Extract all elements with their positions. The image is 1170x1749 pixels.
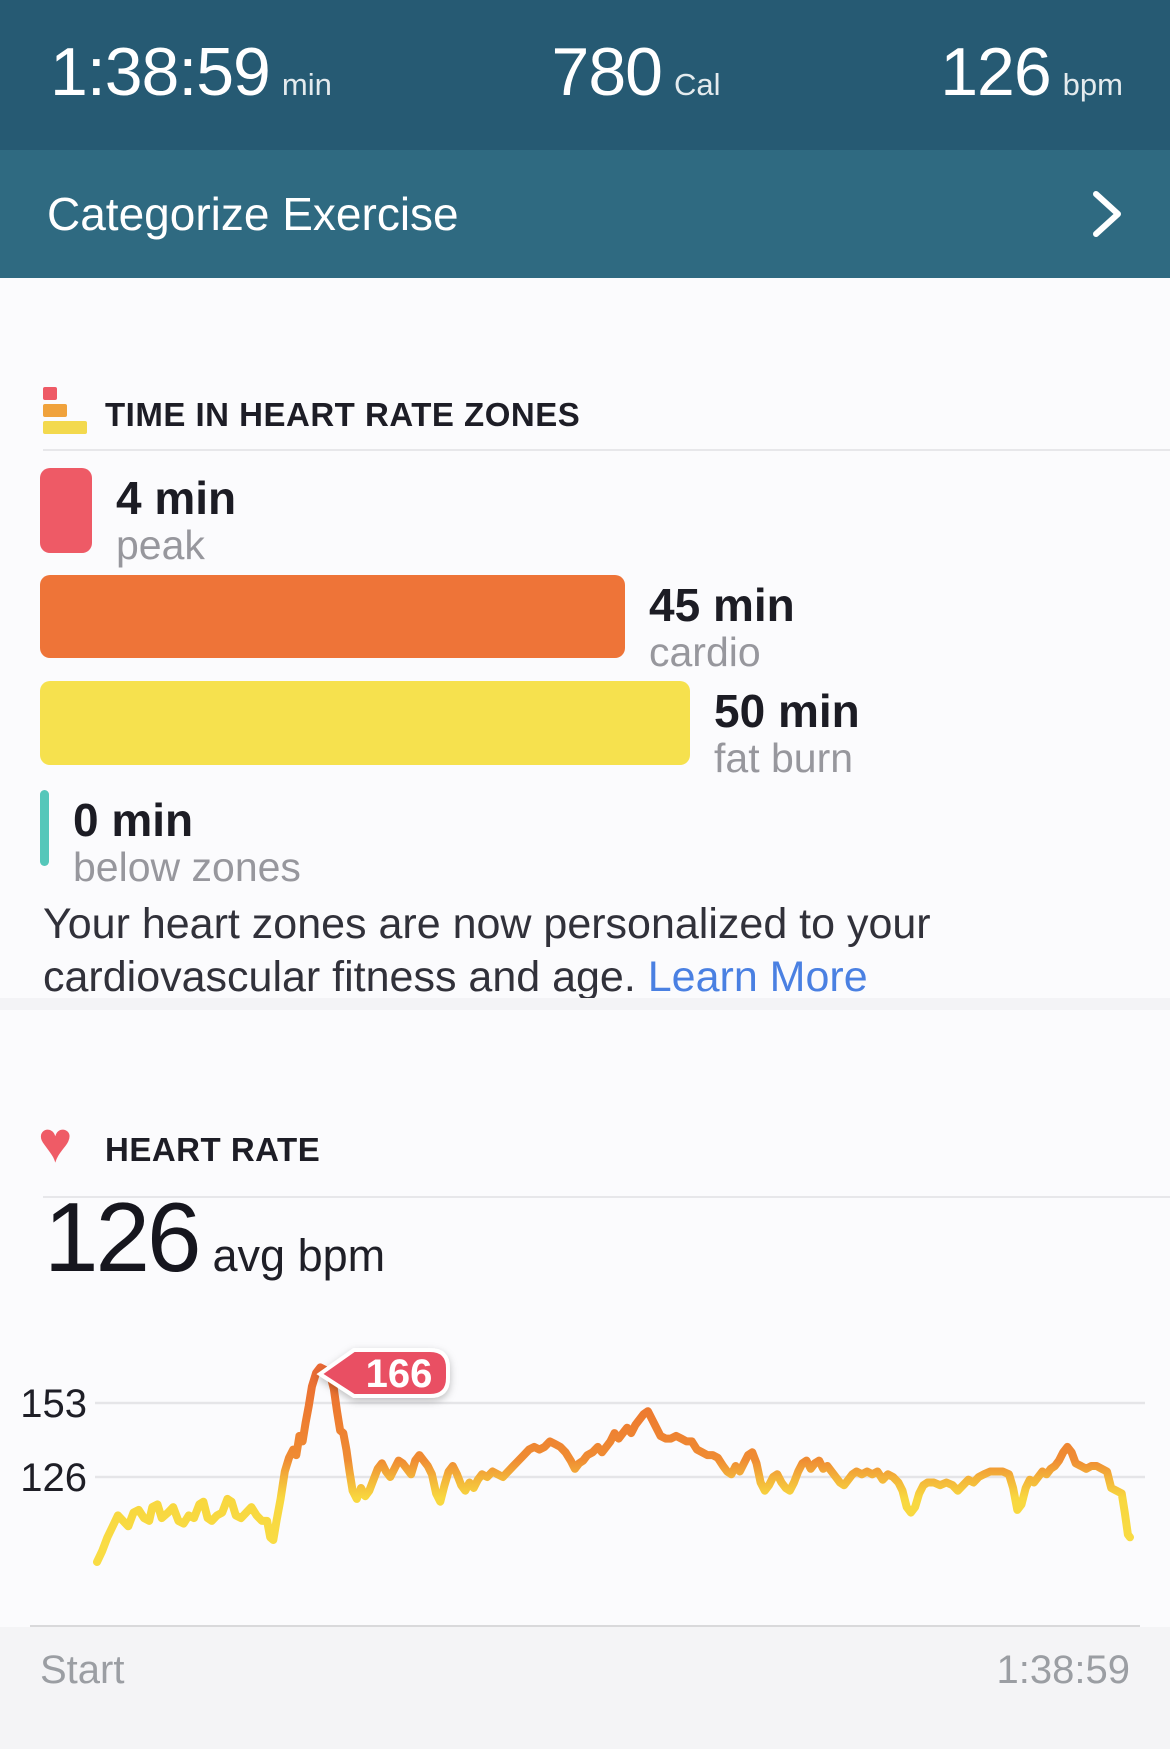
peak-callout: 166 [316, 1348, 450, 1398]
learn-more-link[interactable]: Learn More [647, 953, 868, 1001]
ytick-153: 153 [20, 1382, 87, 1426]
stat-heart-rate: 126 bpm [940, 38, 1123, 106]
average-heart-rate: 126 avg bpm [44, 1188, 385, 1286]
zones-section-title: TIME IN HEART RATE ZONES [105, 396, 581, 433]
zone-value-cardio: 45 min [649, 579, 795, 631]
heart-icon: ♥ [38, 1110, 73, 1175]
duration-value: 1:38:59 [50, 34, 271, 110]
zone-row-below-zones: 0 min below zones [40, 790, 1140, 890]
heart-rate-section-title: HEART RATE [105, 1131, 321, 1168]
categorize-exercise-row[interactable]: Categorize Exercise [0, 150, 1170, 278]
zone-bar-below-zones [40, 790, 49, 866]
zones-chart-icon [43, 387, 89, 434]
categorize-exercise-label: Categorize Exercise [47, 188, 459, 240]
avg-bpm-value: 126 [44, 1182, 202, 1292]
stat-duration: 1:38:59 min [50, 38, 332, 106]
footer-strip [0, 1627, 1170, 1749]
calories-unit: Cal [674, 67, 721, 102]
peak-callout-tag [316, 1348, 450, 1398]
zone-label-cardio: cardio [649, 629, 761, 675]
zone-value-below-zones: 0 min [73, 794, 194, 846]
zone-bar-peak [40, 468, 92, 553]
zone-label-below-zones: below zones [73, 844, 301, 890]
duration-unit: min [281, 67, 332, 102]
chevron-right-icon [1093, 191, 1121, 237]
heart-rate-chart[interactable]: 153 126 166 [0, 1330, 1170, 1630]
zone-value-peak: 4 min [116, 472, 237, 524]
card-separator [0, 998, 1170, 1010]
calories-value: 780 [551, 34, 663, 110]
zone-value-fat-burn: 50 min [714, 685, 860, 737]
zone-bar-cardio [40, 575, 625, 658]
heart-rate-unit: bpm [1062, 67, 1123, 102]
stat-calories: 780 Cal [552, 38, 721, 106]
zone-label-peak: peak [116, 522, 205, 568]
workout-stats-bar: 1:38:59 min 780 Cal 126 bpm [0, 0, 1170, 150]
footer-divider [30, 1625, 1140, 1627]
zone-row-fat-burn: 50 min fat burn [40, 681, 1140, 791]
zone-row-peak: 4 min peak [40, 468, 1140, 578]
ytick-126: 126 [20, 1456, 87, 1500]
avg-bpm-unit: avg bpm [212, 1230, 386, 1281]
peak-callout-value: 166 [366, 1352, 433, 1396]
zone-bar-fat-burn [40, 681, 690, 765]
x-axis-start-label: Start [40, 1648, 125, 1692]
heart-rate-value: 126 [940, 34, 1051, 110]
heart-rate-line [93, 1363, 1134, 1566]
heart-rate-divider [43, 1196, 1170, 1198]
x-axis-end-label: 1:38:59 [996, 1648, 1130, 1692]
zones-personalization-note: Your heart zones are now personalized to… [43, 898, 973, 1004]
zone-row-cardio: 45 min cardio [40, 575, 1140, 685]
zone-label-fat-burn: fat burn [714, 735, 854, 781]
zones-divider [43, 449, 1170, 451]
zones-note-text: Your heart zones are now personalized to… [43, 900, 931, 1001]
